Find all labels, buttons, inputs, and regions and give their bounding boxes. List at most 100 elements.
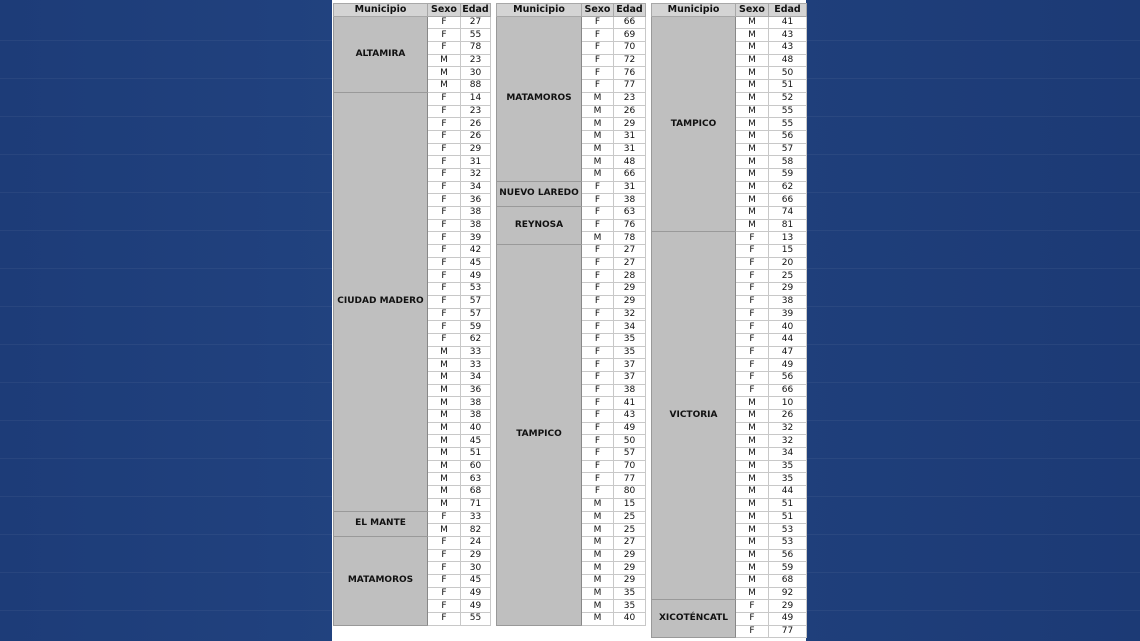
table-row: F 32 <box>334 167 491 182</box>
table-row: F 57 <box>334 294 491 309</box>
municipio-cell: XICOTÉNCATL <box>651 599 736 639</box>
municipio-cell: REYNOSA <box>496 205 582 246</box>
table-row: F 44 <box>652 332 807 347</box>
edad-cell: 77 <box>613 472 646 487</box>
edad-cell: 23 <box>460 104 491 119</box>
sexo-cell: M <box>427 383 461 398</box>
edad-cell: 32 <box>460 167 491 182</box>
sexo-cell: M <box>735 396 769 410</box>
edad-cell: 49 <box>768 358 807 372</box>
sexo-cell: M <box>735 447 769 461</box>
sexo-cell: M <box>735 117 769 131</box>
table-row: F 78 <box>334 41 491 55</box>
edad-cell: 51 <box>460 447 491 461</box>
edad-cell: 27 <box>613 244 646 258</box>
edad-cell: 69 <box>613 28 646 43</box>
edad-cell: 34 <box>613 320 646 334</box>
municipio-cell: NUEVO LAREDO <box>496 180 582 208</box>
table-row: M 51 <box>652 497 807 512</box>
table-row: M 55 <box>652 104 807 119</box>
edad-cell: 59 <box>768 167 807 182</box>
edad-cell: 50 <box>768 66 807 81</box>
edad-cell: 40 <box>613 612 646 626</box>
edad-cell: 14 <box>460 91 491 106</box>
edad-cell: 26 <box>460 129 491 144</box>
sexo-cell: M <box>735 409 769 423</box>
sexo-cell: F <box>581 459 614 474</box>
sexo-cell: F <box>427 573 461 588</box>
edad-cell: 49 <box>460 269 491 284</box>
edad-cell: 49 <box>768 612 807 626</box>
edad-cell: 35 <box>613 599 646 613</box>
sexo-cell: M <box>735 535 769 550</box>
sexo-cell: M <box>581 586 614 601</box>
table-row: F 57 <box>334 307 491 322</box>
edad-cell: 32 <box>768 421 807 436</box>
edad-cell: 68 <box>460 485 491 499</box>
sexo-cell: F <box>735 370 769 385</box>
edad-cell: 41 <box>768 15 807 30</box>
sexo-cell: F <box>427 282 461 296</box>
table-row: M 38 <box>334 409 491 423</box>
edad-cell: 56 <box>768 129 807 144</box>
edad-cell: 36 <box>460 193 491 207</box>
edad-cell: 44 <box>768 332 807 347</box>
sexo-cell: F <box>581 28 614 43</box>
municipio-cell: MATAMOROS <box>496 15 582 182</box>
edad-cell: 66 <box>768 193 807 207</box>
edad-cell: 29 <box>460 548 491 563</box>
edad-cell: 38 <box>460 396 491 410</box>
table-row: M 26 <box>652 409 807 423</box>
sexo-cell: F <box>427 332 461 347</box>
sexo-cell: M <box>735 218 769 233</box>
edad-cell: 56 <box>768 370 807 385</box>
edad-cell: 39 <box>460 231 491 246</box>
sexo-cell: F <box>581 218 614 233</box>
sexo-cell: M <box>427 79 461 93</box>
sexo-cell: F <box>735 383 769 398</box>
edad-cell: 10 <box>768 396 807 410</box>
edad-cell: 66 <box>768 383 807 398</box>
table-row: F 77 <box>497 79 646 93</box>
edad-cell: 26 <box>613 104 646 119</box>
table-row: VICTORIA F 13 <box>651 231 807 601</box>
sexo-cell: F <box>427 535 461 550</box>
edad-cell: 23 <box>460 53 491 68</box>
edad-cell: 26 <box>768 409 807 423</box>
table-row: F 27 <box>497 256 646 271</box>
edad-cell: 26 <box>460 117 491 131</box>
table-row: M 33 <box>334 358 491 372</box>
edad-cell: 77 <box>768 624 807 639</box>
table-row: TAMPICO F 27 <box>496 244 646 626</box>
sexo-cell: M <box>581 561 614 575</box>
sexo-cell: M <box>581 497 614 512</box>
edad-cell: 55 <box>460 612 491 626</box>
edad-cell: 35 <box>613 345 646 360</box>
table-row: M 23 <box>334 53 491 68</box>
edad-cell: 71 <box>460 497 491 512</box>
table-row: F 36 <box>334 193 491 207</box>
edad-cell: 25 <box>768 269 807 284</box>
table-row: M 48 <box>497 155 646 169</box>
sexo-cell: M <box>735 53 769 68</box>
edad-cell: 43 <box>768 28 807 43</box>
sexo-cell: M <box>581 573 614 588</box>
sexo-cell: F <box>427 548 461 563</box>
sexo-cell: F <box>427 599 461 613</box>
table-row: F 42 <box>334 244 491 258</box>
municipio-cell: VICTORIA <box>651 231 736 601</box>
sexo-cell: F <box>427 28 461 43</box>
sexo-cell: F <box>735 320 769 334</box>
table-row: M 10 <box>652 396 807 410</box>
edad-cell: 49 <box>460 599 491 613</box>
sexo-cell: F <box>581 66 614 81</box>
sexo-cell: M <box>581 117 614 131</box>
edad-cell: 59 <box>460 320 491 334</box>
edad-cell: 80 <box>613 485 646 499</box>
edad-cell: 15 <box>768 244 807 258</box>
table-row: M 51 <box>652 79 807 93</box>
table-row: M 29 <box>497 573 646 588</box>
table-row: F 43 <box>497 409 646 423</box>
edad-cell: 44 <box>768 485 807 499</box>
table-row: F 29 <box>497 294 646 309</box>
